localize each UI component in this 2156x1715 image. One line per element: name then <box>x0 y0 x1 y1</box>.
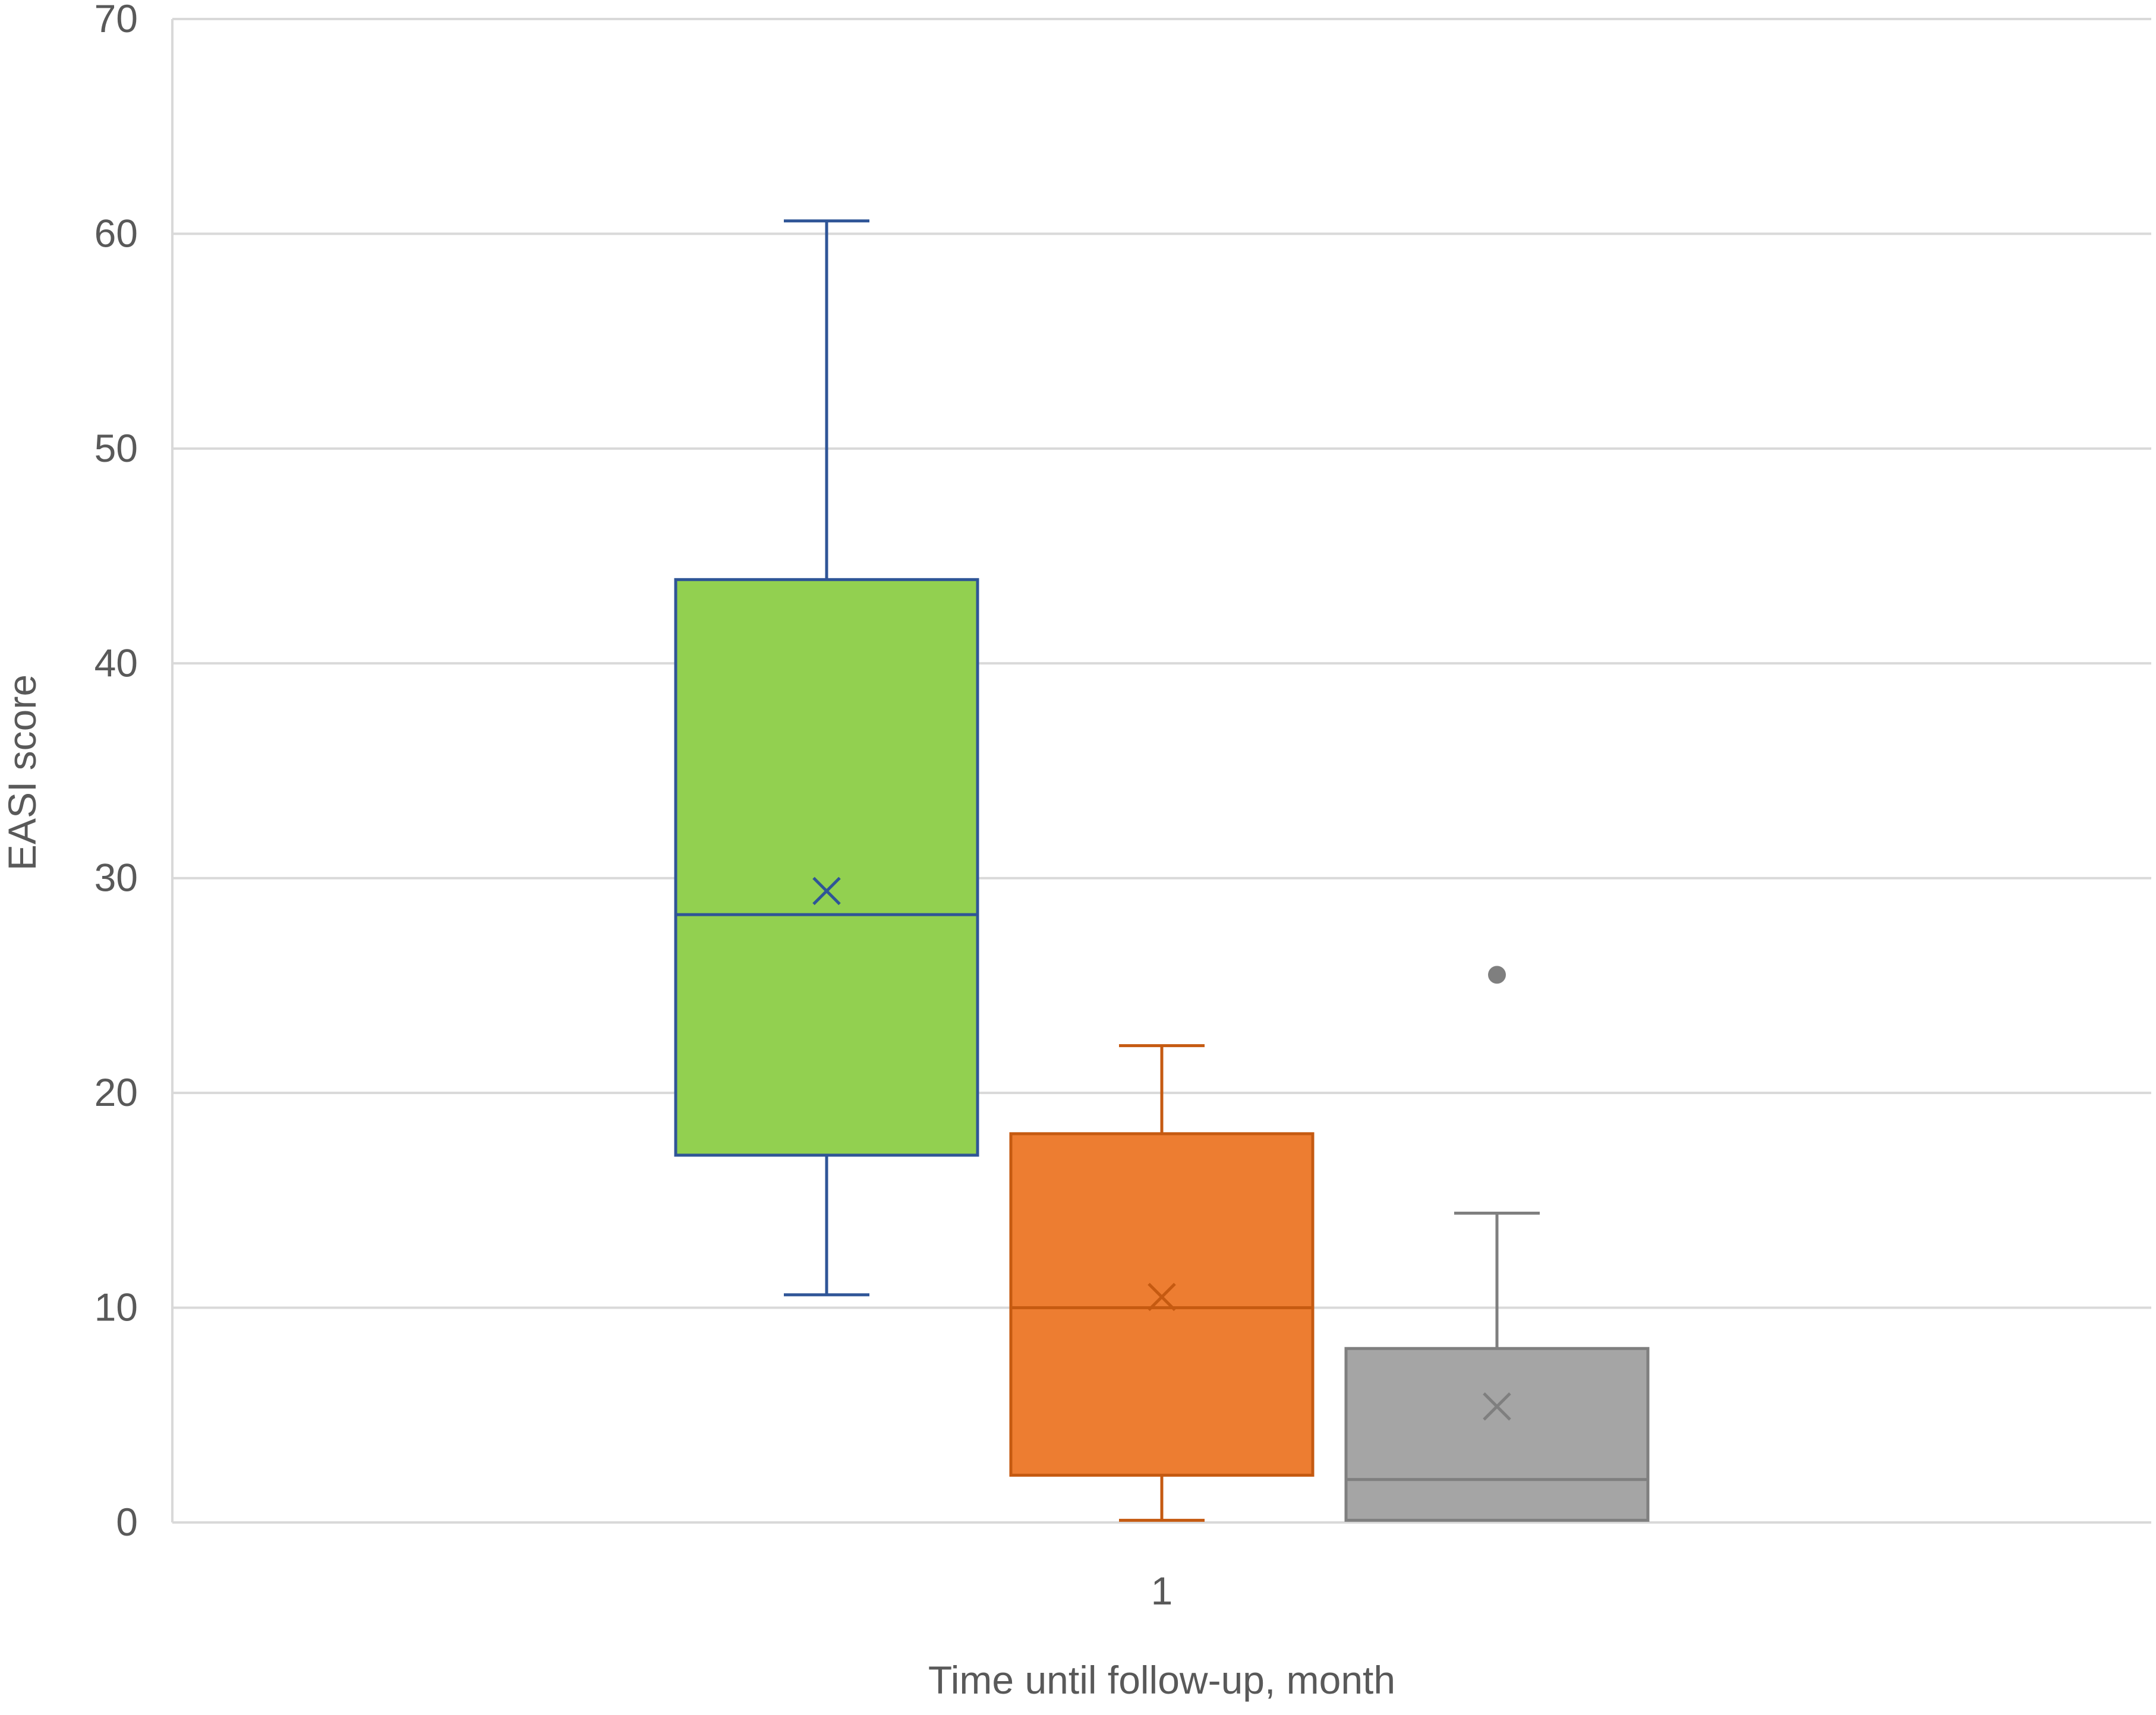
y-tick-label: 40 <box>94 641 138 685</box>
gridlines <box>171 18 2151 1524</box>
box-iqr <box>1344 1347 1650 1522</box>
box-series <box>674 219 1650 1522</box>
y-tick-labels: 0 10 20 30 40 50 60 70 <box>94 0 138 1544</box>
y-tick-label: 10 <box>94 1285 138 1329</box>
box-series-1 <box>674 219 979 1297</box>
x-tick-label: 1 <box>1151 1569 1173 1613</box>
box-iqr <box>1009 1132 1315 1477</box>
box-series-3 <box>1344 966 1650 1522</box>
mean-marker-stroke-2 <box>812 877 841 906</box>
x-tick-labels: 1 <box>1151 1569 1173 1613</box>
mean-marker-stroke-2 <box>1483 1392 1511 1421</box>
y-tick-label: 0 <box>116 1500 138 1544</box>
outlier-point <box>1488 966 1506 984</box>
y-tick-label: 20 <box>94 1070 138 1114</box>
y-axis-title: EASI score <box>0 674 44 871</box>
y-tick-label: 60 <box>94 211 138 255</box>
y-tick-label: 50 <box>94 426 138 470</box>
y-tick-label: 30 <box>94 856 138 900</box>
box-series-2 <box>1009 1044 1315 1522</box>
x-axis-title: Time until follow-up, month <box>928 1658 1395 1702</box>
box-iqr <box>674 578 979 1157</box>
y-tick-label: 70 <box>94 0 138 40</box>
mean-marker-stroke-2 <box>1148 1282 1176 1312</box>
